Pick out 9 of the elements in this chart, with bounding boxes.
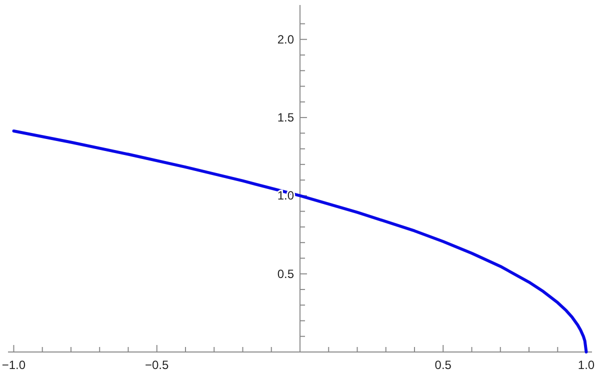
x-tick-label: 0.5 — [434, 358, 452, 372]
y-tick-label: 2.0 — [277, 32, 294, 46]
x-tick-label: −0.5 — [145, 358, 170, 372]
x-tick-label: 1.0 — [578, 358, 595, 372]
x-tick-label: −1.0 — [2, 358, 26, 372]
y-tick-label: 1.0 — [277, 188, 294, 203]
y-tick-label: 0.5 — [277, 266, 294, 281]
y-tick-label: 1.5 — [277, 110, 294, 125]
line-series — [12, 129, 588, 354]
